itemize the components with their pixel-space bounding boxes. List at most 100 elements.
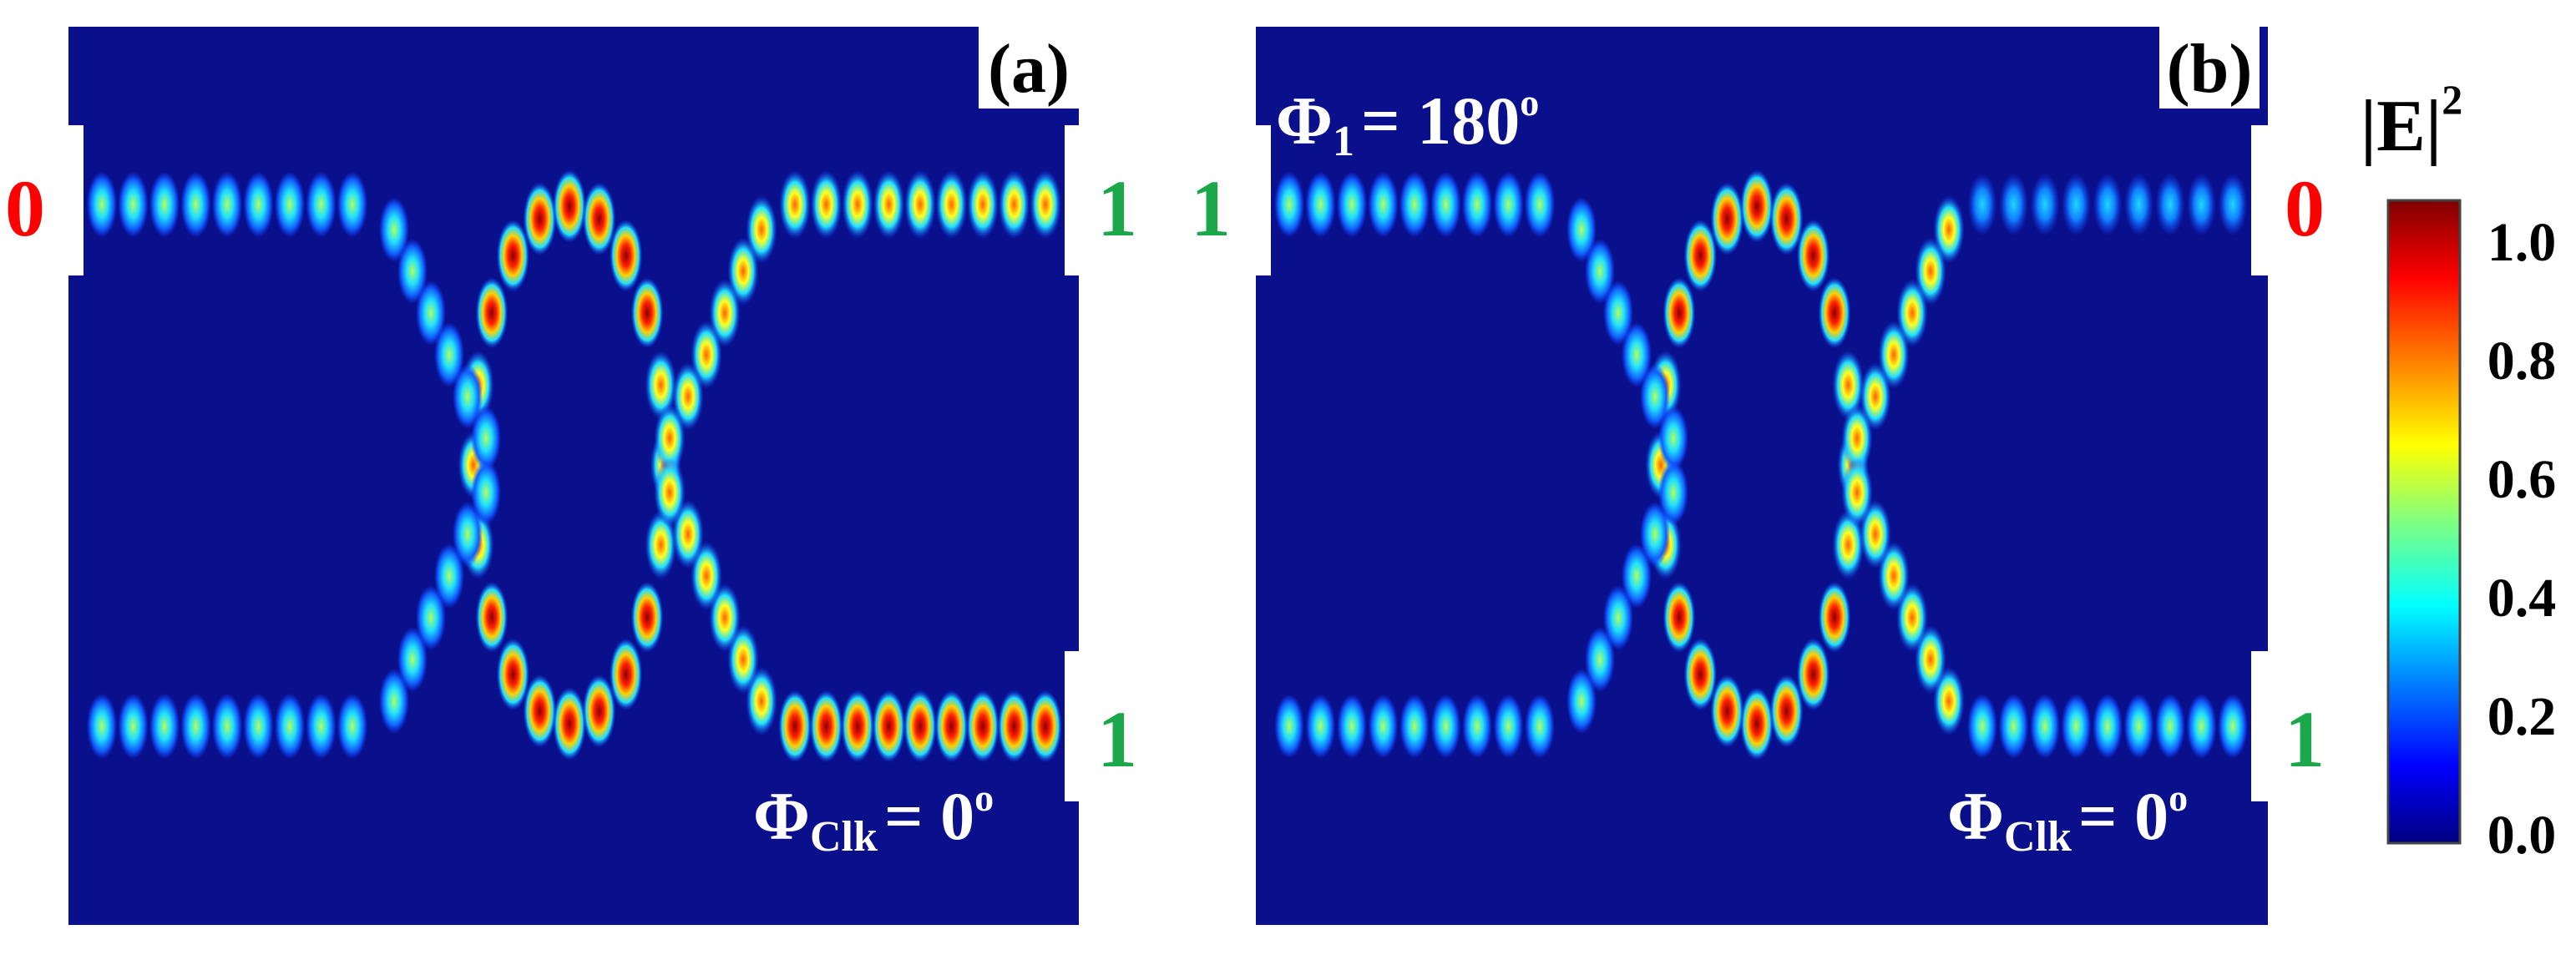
pulse-bend-left-top [1640,364,1670,429]
pulse-bend-left-bottom [1566,669,1597,734]
colorbar-tick-label: 0.8 [2487,331,2557,392]
pulse-top-left [1524,171,1556,238]
pulse-top-left [274,171,306,238]
pulse-bottom-right [2093,694,2123,759]
pulse-ring [582,182,616,256]
pulse-top-right [2218,173,2248,236]
pulse-top-left [306,171,337,238]
pulse-ring [645,510,677,580]
pulse-top-right [2093,173,2123,236]
pulse-top-left [243,171,274,238]
pulse-bend-left-top [1622,322,1652,387]
pulse-bottom-left [118,693,149,760]
pulse-ring [609,219,643,292]
pulse-bottom-left [1493,694,1524,759]
pulse-ring [475,277,509,349]
pulse-ring [1663,581,1696,653]
panel-b-left-port-label: 1 [1191,164,1231,253]
pulse-bend-right-top [654,404,686,472]
pulse-bottom-right [966,690,1000,763]
panel-a-right-notch-bottom [1065,651,1098,801]
pulse-top-right [779,169,811,240]
panel-b-tag: (b) [2167,30,2253,108]
pulse-top-left [211,171,243,238]
pulse-top-left [1305,171,1336,238]
panel-a-tag-box [979,27,1079,109]
pulse-bend-left-bottom [1585,627,1615,692]
pulse-top-left [1399,171,1430,238]
pulse-bottom-right [2030,694,2060,759]
pulse-ring [609,638,643,711]
panel-b-phase-clk: ΦClk= 0o [1947,776,2188,861]
panel-a-phase-clk: ΦClk= 0o [753,776,994,861]
pulse-bottom-right [2186,694,2217,759]
pulse-bend-left-top [379,197,409,262]
pulse-bottom-left [1399,694,1430,759]
pulse-top-right [842,169,873,240]
pulse-bottom-right [1029,690,1062,763]
pulse-top-right [873,169,905,240]
pulse-ring [1683,638,1718,711]
colorbar-tick-label: 0.4 [2487,568,2557,629]
pulse-bottom-right [809,690,843,763]
pulse-bend-right-top [1841,404,1873,472]
pulse-ring [1740,169,1774,243]
pulse-bottom-right [2123,694,2154,759]
pulse-bottom-left [1430,694,1461,759]
pulse-top-left [1493,171,1524,238]
pulse-top-left [180,171,211,238]
pulse-ring [1663,277,1696,349]
pulse-bottom-right [1967,694,1997,759]
pulse-bend-left-top [434,322,464,387]
panel-b: (b) Φ1= 180o ΦClk= 0o [1256,27,2268,925]
pulse-bottom-right [2061,694,2092,759]
pulse-top-left [1368,171,1399,238]
pulse-top-right [2030,173,2060,236]
pulse-ring [496,638,530,711]
pulse-bottom-left [1368,694,1399,759]
pulse-ring [582,674,616,748]
pulse-top-right [2062,173,2091,236]
pulse-bottom-left [1462,694,1492,759]
pulse-ring [523,674,557,748]
colorbar: |E|2 1.0 0.8 0.6 0.4 0.2 0.0 [2361,76,2556,866]
pulse-bend-left-top [397,239,428,304]
panel-a-tag: (a) [988,30,1070,108]
pulse-bend-right-bottom [654,457,686,528]
pulse-top-right [1967,173,1997,236]
pulse-bottom-left [211,693,243,760]
colorbar-tick-label: 0.6 [2487,449,2557,510]
panel-a-left-port-label: 0 [5,164,45,253]
pulse-top-left [337,171,368,238]
pulse-bottom-left [306,693,337,760]
pulse-bend-left-bottom [453,502,483,567]
pulse-top-right [2124,173,2153,236]
panel-a-intensity-pattern [86,169,1062,763]
pulse-ring [496,219,530,292]
pulse-bottom-right [872,690,906,763]
pulse-bend-left-top [416,280,446,346]
pulse-top-right [935,169,968,240]
pulse-bend-left-bottom [1603,585,1633,650]
panel-a-right-notch-top [1065,125,1098,275]
pulse-bottom-left [243,693,274,760]
pulse-ring [1683,219,1718,292]
colorbar-gradient [2386,199,2462,845]
pulse-ring [523,182,557,256]
pulse-ring [1818,277,1851,349]
panel-b-right-notch-bottom [2251,651,2285,801]
pulse-bottom-right [997,690,1031,763]
pulse-ring [1769,674,1804,748]
pulse-bend-left-bottom [416,585,446,650]
pulse-bottom-left [180,693,211,760]
panel-b-right-bottom-port-label: 1 [2285,695,2325,784]
panel-b-phase-1: Φ1= 180o [1276,81,1539,165]
colorbar-title: |E|2 [2361,76,2462,167]
pulse-ring [1796,638,1830,711]
pulse-bend-left-bottom [1622,543,1652,609]
colorbar-ticks: 1.0 0.8 0.6 0.4 0.2 0.0 [2487,212,2557,866]
pulse-top-right [1999,173,2028,236]
pulse-top-left [1273,171,1305,238]
panel-b-right-notch-top [2251,125,2285,275]
pulse-ring [1710,182,1744,256]
